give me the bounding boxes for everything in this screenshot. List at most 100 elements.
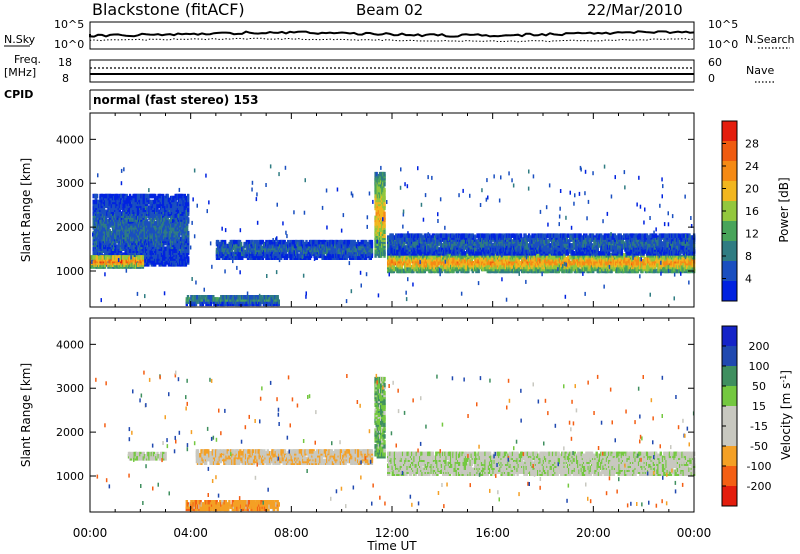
nave-tick-bottom: 0 [708,72,715,85]
heatmap-cell [496,260,500,266]
heatmap-cell [109,193,112,199]
heatmap-cell [201,295,205,300]
heatmap-cell [259,239,262,245]
heatmap-cell [114,252,117,257]
heatmap-cell [136,193,140,199]
heatmap-cell [370,249,374,255]
heatmap-cell [149,207,152,212]
heatmap-cell [259,255,262,260]
heatmap-cell [334,249,337,255]
heatmap-cell [110,217,114,222]
heatmap-cell [136,207,140,212]
heatmap-cell [222,301,225,307]
heatmap-cell [95,193,99,199]
heatmap-cell [276,295,279,300]
heatmap-cell [317,239,321,245]
heatmap-cell [149,211,152,216]
heatmap-cell [169,227,173,232]
heatmap-cell [298,253,301,259]
heatmap-cell [128,213,132,218]
heatmap-cell [220,239,223,245]
heatmap-cell [114,264,117,269]
heatmap-cell [368,239,371,245]
heatmap-cell [374,253,377,258]
heatmap-cell [270,255,274,260]
heatmap-cell [234,239,237,245]
heatmap-cell [162,244,165,250]
heatmap-cell [169,223,173,228]
heatmap-cell [348,239,352,245]
heatmap-cell [149,256,152,261]
cpid-panel: CPID normal (fast stereo) 153 [4,88,694,110]
freq-frame [89,59,695,83]
heatmap-cell [268,297,271,302]
heatmap-cell [461,266,464,272]
heatmap-cell [277,253,281,259]
heatmap-cell [348,247,352,253]
heatmap-cell [127,197,131,203]
heatmap-cell [278,243,282,249]
heatmap-cell [237,251,240,257]
nsky-panel: N.Sky 10^5 10^0 10^5 10^0 N.Search [4,18,795,51]
heatmap-cell [551,268,555,274]
heatmap-cell [136,242,140,248]
heatmap-cell [517,266,520,272]
heatmap-cell [139,258,142,264]
cpid-label: CPID [4,88,33,101]
heatmap-cell [461,258,464,264]
heatmap-cell [223,239,227,245]
heatmap-cell [128,248,132,253]
heatmap-cell [146,219,149,224]
heatmap-cell [167,244,171,250]
heatmap-cell [144,215,148,220]
heatmap-cell [227,295,230,300]
heatmap-cell [110,199,114,205]
heatmap-cell [239,245,243,251]
heatmap-cell [244,295,247,300]
heatmap-cell [184,234,188,240]
heatmap-cell [277,299,280,304]
heatmap-cell [149,199,152,205]
heatmap-cell [383,211,386,217]
heatmap-cell [95,255,99,260]
nsky-tick-top: 10^5 [54,18,84,31]
heatmap-cell [174,262,177,267]
heatmap-cell [187,230,190,236]
heatmap-cell [298,245,301,251]
heatmap-cell [241,255,244,260]
heatmap-cell [289,239,292,245]
heatmap-cell [239,241,243,247]
heatmap-cell [406,266,409,272]
nsky-tick-bottom: 10^0 [54,38,84,51]
heatmap-cell [169,195,173,201]
heatmap-cell [431,260,434,266]
nsearch-label: N.Search [745,33,795,46]
freq-unit: [MHz] [4,66,36,79]
heatmap-cell [383,221,386,227]
heatmap-cell [317,243,321,249]
heatmap-cell [220,251,223,257]
heatmap-cell [256,299,260,304]
heatmap-cell [329,255,332,260]
heatmap-cell [433,264,437,270]
heatmap-cell [368,245,371,251]
heatmap-cell [132,260,135,266]
heatmap-cell [291,245,294,251]
heatmap-cell [108,255,111,260]
date-title: 22/Mar/2010 [587,1,683,19]
heatmap-cell [309,253,313,259]
heatmap-cell [128,229,132,234]
heatmap-cell [166,193,169,199]
heatmap-cell [107,257,110,262]
heatmap-cell [136,236,140,242]
heatmap-cell [119,205,123,210]
heatmap-cell [187,201,190,207]
nsearch-tick-top: 10^5 [708,18,738,31]
heatmap-cell [563,268,566,274]
heatmap-cell [253,239,257,245]
heatmap-cell [448,258,452,264]
heatmap-cell [95,262,99,267]
heatmap-cell [278,239,282,245]
